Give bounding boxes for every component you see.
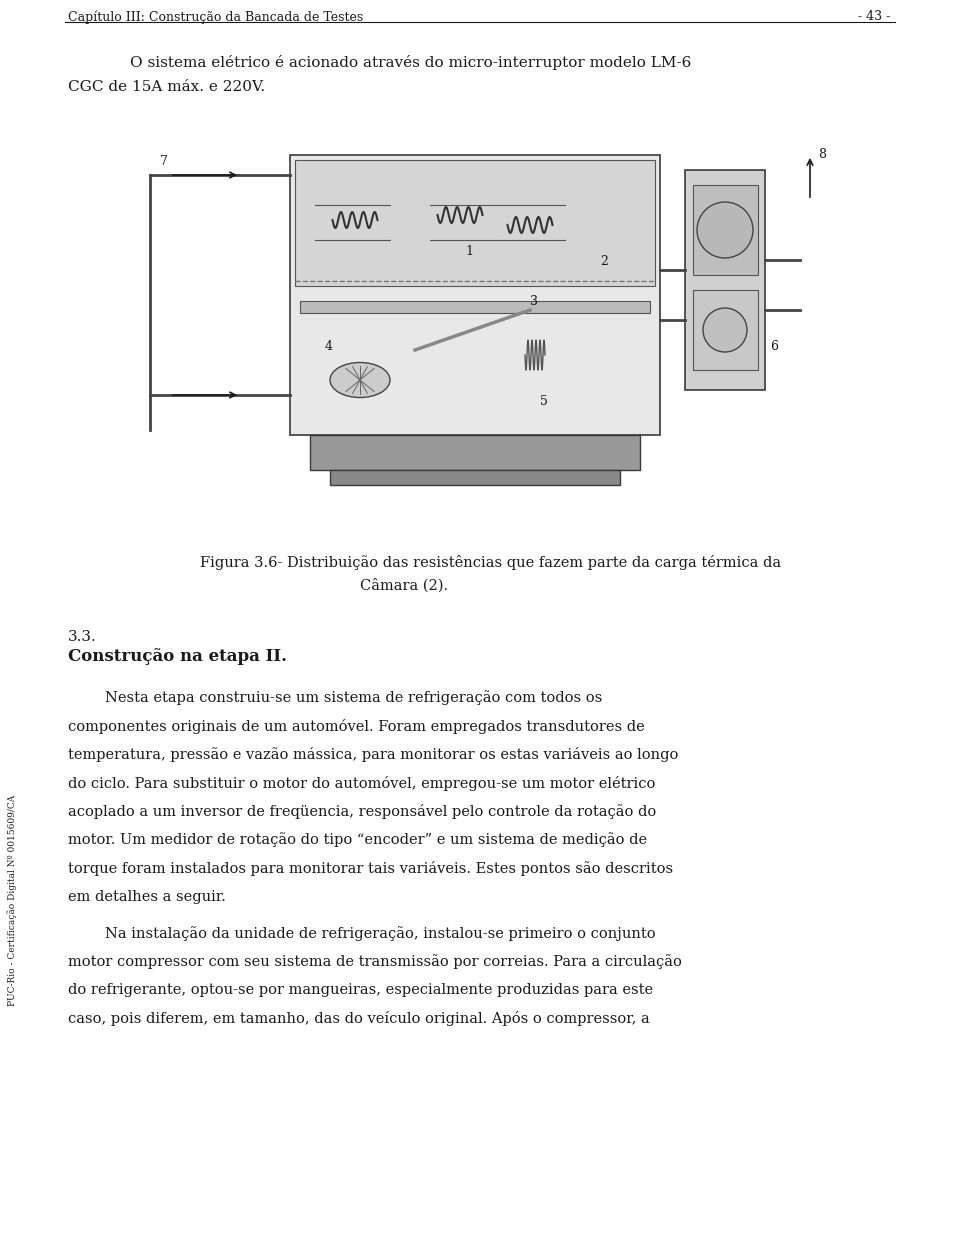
Bar xyxy=(685,170,765,390)
Text: caso, pois diferem, em tamanho, das do veículo original. Após o compressor, a: caso, pois diferem, em tamanho, das do v… xyxy=(68,1012,650,1027)
Text: 3.3.: 3.3. xyxy=(68,630,97,644)
Circle shape xyxy=(697,202,753,258)
Text: do refrigerante, optou-se por mangueiras, especialmente produzidas para este: do refrigerante, optou-se por mangueiras… xyxy=(68,983,653,997)
Bar xyxy=(693,185,758,275)
Text: temperatura, pressão e vazão mássica, para monitorar os estas variáveis ao longo: temperatura, pressão e vazão mássica, pa… xyxy=(68,747,679,762)
Text: 3: 3 xyxy=(530,295,538,308)
Circle shape xyxy=(703,308,747,352)
Text: 7: 7 xyxy=(160,155,168,168)
Text: em detalhes a seguir.: em detalhes a seguir. xyxy=(68,890,226,904)
Text: 4: 4 xyxy=(325,339,333,353)
Text: Construção na etapa II.: Construção na etapa II. xyxy=(68,649,287,665)
Text: 6: 6 xyxy=(770,339,778,353)
Text: componentes originais de um automóvel. Foram empregados transdutores de: componentes originais de um automóvel. F… xyxy=(68,719,645,734)
Bar xyxy=(300,300,650,313)
Text: 1: 1 xyxy=(465,245,473,258)
Text: CGC de 15A máx. e 220V.: CGC de 15A máx. e 220V. xyxy=(68,80,265,94)
Text: do ciclo. Para substituir o motor do automóvel, empregou-se um motor elétrico: do ciclo. Para substituir o motor do aut… xyxy=(68,776,656,791)
Text: acoplado a um inversor de freqüencia, responsável pelo controle da rotação do: acoplado a um inversor de freqüencia, re… xyxy=(68,804,657,820)
Bar xyxy=(330,470,620,485)
Text: torque foram instalados para monitorar tais variáveis. Estes pontos são descrito: torque foram instalados para monitorar t… xyxy=(68,861,673,876)
Text: Na instalação da unidade de refrigeração, instalou-se primeiro o conjunto: Na instalação da unidade de refrigeração… xyxy=(68,926,656,941)
Text: motor. Um medidor de rotação do tipo “encoder” e um sistema de medição de: motor. Um medidor de rotação do tipo “en… xyxy=(68,832,647,847)
Bar xyxy=(310,435,640,470)
Text: 8: 8 xyxy=(818,148,826,161)
Text: PUC-Rio - Certificação Digital Nº 0015609/CA: PUC-Rio - Certificação Digital Nº 001560… xyxy=(7,794,17,1006)
Text: - 43 -: - 43 - xyxy=(857,10,890,23)
Text: Nesta etapa construiu-se um sistema de refrigeração com todos os: Nesta etapa construiu-se um sistema de r… xyxy=(68,690,602,705)
Text: O sistema elétrico é acionado através do micro-interruptor modelo LM-6: O sistema elétrico é acionado através do… xyxy=(130,55,691,70)
Text: Câmara (2).: Câmara (2). xyxy=(360,578,448,592)
Bar xyxy=(295,160,655,287)
Bar xyxy=(693,290,758,370)
Text: motor compressor com seu sistema de transmissão por correias. Para a circulação: motor compressor com seu sistema de tran… xyxy=(68,954,682,969)
Text: 2: 2 xyxy=(600,255,608,268)
Bar xyxy=(290,155,660,435)
Text: 5: 5 xyxy=(540,395,548,409)
Text: Figura 3.6- Distribuição das resistências que fazem parte da carga térmica da: Figura 3.6- Distribuição das resistência… xyxy=(200,556,781,569)
Text: Capítulo III: Construção da Bancada de Testes: Capítulo III: Construção da Bancada de T… xyxy=(68,10,363,24)
Ellipse shape xyxy=(330,362,390,397)
